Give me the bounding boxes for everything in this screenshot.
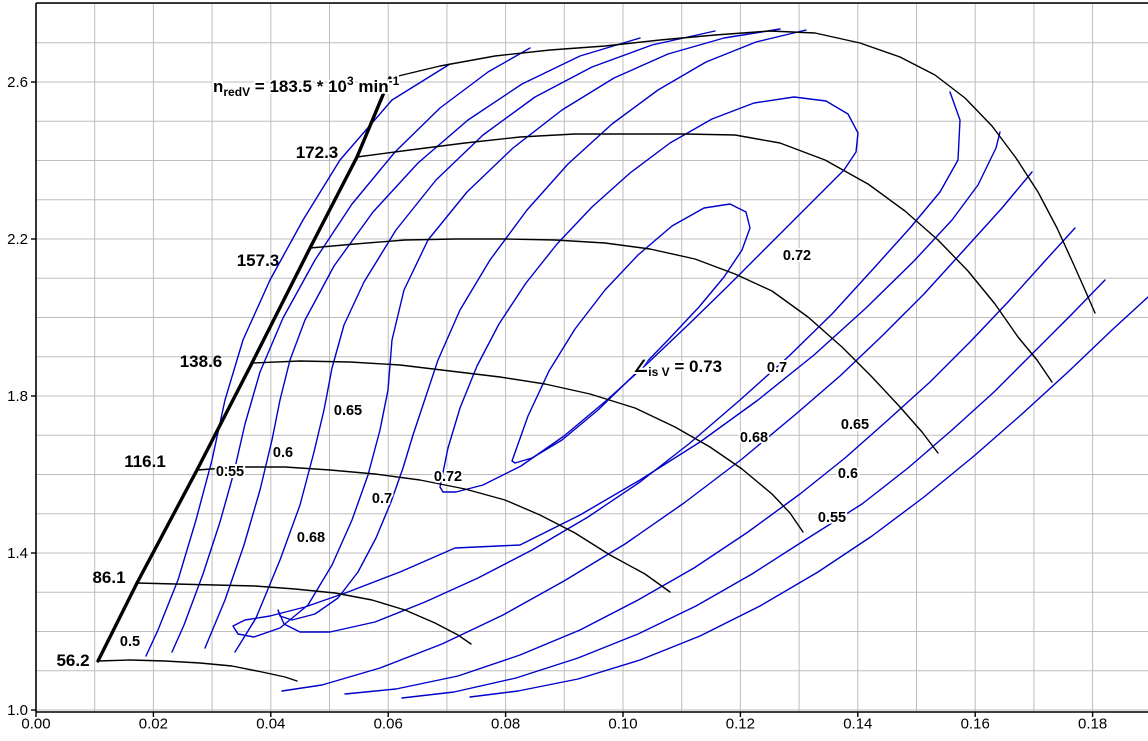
x-tick-label: 0.04 — [256, 715, 285, 732]
y-tick-label: 1.8 — [7, 388, 28, 405]
speed-line-56.2 — [97, 659, 298, 682]
x-tick-label: 0.08 — [491, 715, 520, 732]
speed-annotation: nredV = 183.5 * 103 min-1 — [213, 74, 400, 99]
x-tick-label: 0.14 — [843, 715, 872, 732]
speed-line-86.1 — [136, 582, 472, 645]
speed-line-label-56.2: 56.2 — [56, 651, 89, 670]
contour-label-0.55: 0.55 — [818, 510, 846, 526]
contour-label-0.68: 0.68 — [297, 530, 325, 546]
speed-line-label-172.3: 172.3 — [296, 143, 339, 162]
speed-line-label-138.6: 138.6 — [180, 352, 223, 371]
contour-label-0.55: 0.55 — [216, 464, 244, 480]
x-tick-label: 0.12 — [726, 715, 755, 732]
contour-label-0.72: 0.72 — [434, 469, 462, 485]
speed-line-183.5 — [389, 30, 1096, 314]
efficiency-contour-0.7 — [277, 29, 961, 633]
efficiency-contour-0.55 — [171, 47, 531, 653]
x-tick-label: 0.06 — [374, 715, 403, 732]
efficiency-contour-0.6 — [204, 37, 641, 649]
efficiency-contour-0.5 — [469, 296, 1148, 698]
x-tick-label: 0.00 — [21, 715, 50, 732]
efficiency-annotation: ∠is V = 0.73 — [633, 357, 722, 379]
x-tick-label: 0.02 — [139, 715, 168, 732]
efficiency-contour-0.73 — [511, 203, 751, 464]
contour-label-0.6: 0.6 — [838, 466, 858, 482]
efficiency-contour-0.72 — [439, 96, 859, 493]
x-tick-label: 0.18 — [1078, 715, 1107, 732]
efficiency-contour-0.55 — [401, 279, 1106, 699]
efficiency-contour-0.65 — [234, 30, 716, 653]
efficiency-contour-0.65 — [281, 171, 1033, 692]
speed-line-label-86.1: 86.1 — [92, 568, 125, 587]
contour-label-0.68: 0.68 — [740, 430, 768, 446]
y-tick-label: 1.0 — [7, 702, 28, 719]
contour-label-0.65: 0.65 — [841, 417, 869, 433]
speed-line-157.3 — [309, 238, 939, 454]
contour-label-0.65: 0.65 — [334, 403, 362, 419]
contour-label-0.6: 0.6 — [273, 445, 293, 461]
surge-line — [96, 76, 392, 663]
efficiency-contour-0.5 — [145, 63, 451, 657]
contour-label-0.7: 0.7 — [767, 360, 787, 376]
speed-line-label-116.1: 116.1 — [124, 452, 166, 471]
x-tick-label: 0.16 — [961, 715, 990, 732]
contour-label-0.72: 0.72 — [783, 248, 811, 264]
x-tick-label: 0.10 — [608, 715, 637, 732]
y-tick-label: 1.4 — [7, 545, 28, 562]
contour-label-0.5: 0.5 — [120, 634, 140, 650]
contour-label-0.7: 0.7 — [372, 491, 392, 507]
speed-line-138.6 — [251, 360, 804, 533]
speed-line-label-157.3: 157.3 — [237, 251, 280, 270]
y-tick-label: 2.6 — [7, 74, 28, 91]
y-tick-label: 2.2 — [7, 231, 28, 248]
efficiency-contour-0.6 — [344, 227, 1076, 695]
efficiency-contour-0.68 — [232, 28, 1001, 638]
speed-line-172.3 — [356, 133, 1053, 383]
speed-line-116.1 — [196, 466, 671, 593]
